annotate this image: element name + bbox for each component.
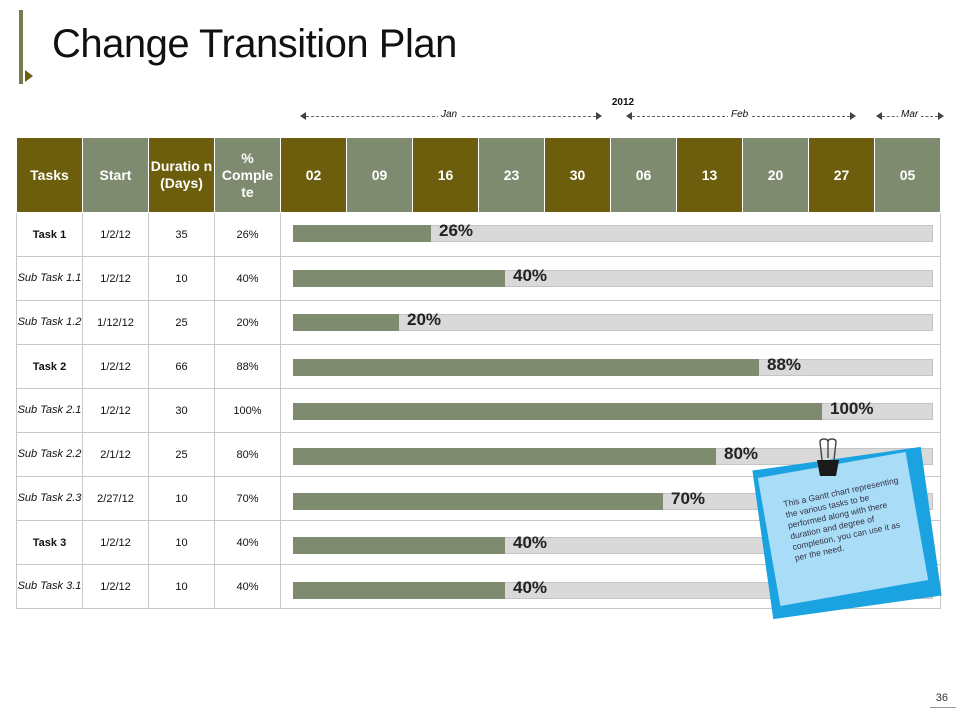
start-cell: 2/27/12 (82, 476, 149, 521)
duration-cell: 10 (148, 256, 215, 301)
start-cell: 1/2/12 (82, 388, 149, 433)
progress-bar (293, 225, 431, 242)
header-tasks: Tasks (16, 137, 83, 213)
arrow-right-icon (850, 112, 856, 120)
task-name-cell: Task 1 (16, 212, 83, 257)
complete-cell: 40% (214, 256, 281, 301)
duration-cell: 25 (148, 300, 215, 345)
title-arrow-icon (25, 70, 33, 82)
title-accent-bar (19, 10, 23, 84)
start-cell: 1/2/12 (82, 212, 149, 257)
duration-cell: 10 (148, 564, 215, 609)
table-row: Task 1 1/2/12 35 26% (16, 212, 941, 257)
duration-cell: 25 (148, 432, 215, 477)
duration-cell: 30 (148, 388, 215, 433)
task-name-cell: Task 3 (16, 520, 83, 565)
progress-bar (293, 492, 663, 510)
header-week: 23 (478, 137, 545, 213)
data-label: 88% (767, 354, 802, 374)
timeline-month-feb: Feb (626, 106, 856, 126)
header-week: 02 (280, 137, 347, 213)
progress-bar (293, 358, 759, 376)
task-name-cell: Sub Task 1.2 (16, 300, 83, 345)
progress-bar (293, 581, 505, 599)
header-week: 16 (412, 137, 479, 213)
complete-cell: 100% (214, 388, 281, 433)
progress-bar (293, 403, 822, 421)
duration-cell: 10 (148, 520, 215, 565)
task-name-cell: Sub Task 3.1 (16, 564, 83, 609)
timeline-year: 2012 (611, 97, 635, 108)
start-cell: 1/2/12 (82, 256, 149, 301)
data-label: 40% (513, 577, 548, 597)
sticky-note: This a Gantt chart representing the vari… (752, 438, 942, 620)
task-name-cell: Sub Task 2.3 (16, 476, 83, 521)
task-name-cell: Sub Task 2.2 (16, 432, 83, 477)
duration-cell: 66 (148, 344, 215, 389)
header-start: Start (82, 137, 149, 213)
complete-cell: 70% (214, 476, 281, 521)
binder-clip-icon (817, 438, 839, 476)
page-number-rule (930, 707, 956, 708)
header-duration: Duratio n (Days) (148, 137, 215, 213)
task-name-cell: Sub Task 2.1 (16, 388, 83, 433)
arrow-right-icon (938, 112, 944, 120)
start-cell: 1/2/12 (82, 344, 149, 389)
complete-cell: 40% (214, 564, 281, 609)
arrow-left-icon (876, 112, 882, 120)
data-label: 26% (439, 221, 474, 240)
header-week: 20 (742, 137, 809, 213)
header-week: 30 (544, 137, 611, 213)
duration-cell: 10 (148, 476, 215, 521)
timeline-month-jan: Jan (300, 106, 602, 126)
start-cell: 1/12/12 (82, 300, 149, 345)
header-week: 27 (808, 137, 875, 213)
month-label: Feb (728, 109, 752, 120)
page-number: 36 (935, 692, 948, 704)
arrow-right-icon (596, 112, 602, 120)
data-label: 40% (513, 265, 548, 285)
timeline-month-mar: Mar (876, 106, 944, 126)
arrow-left-icon (300, 112, 306, 120)
complete-cell: 26% (214, 212, 281, 257)
progress-bar (293, 314, 399, 332)
header-week: 06 (610, 137, 677, 213)
data-label: 100% (830, 399, 874, 419)
header-week: 05 (874, 137, 941, 213)
task-name-cell: Sub Task 1.1 (16, 256, 83, 301)
arrow-left-icon (626, 112, 632, 120)
complete-cell: 80% (214, 432, 281, 477)
header-week: 13 (676, 137, 743, 213)
progress-bar (293, 448, 716, 465)
task-name-cell: Task 2 (16, 344, 83, 389)
complete-cell: 20% (214, 300, 281, 345)
month-label: Mar (898, 109, 922, 120)
header-complete: % Comple te (214, 137, 281, 213)
start-cell: 2/1/12 (82, 432, 149, 477)
data-label: 80% (724, 444, 759, 463)
data-label: 20% (407, 310, 442, 330)
start-cell: 1/2/12 (82, 564, 149, 609)
start-cell: 1/2/12 (82, 520, 149, 565)
progress-bar (293, 269, 505, 287)
complete-cell: 40% (214, 520, 281, 565)
data-label: 40% (513, 533, 548, 553)
progress-bar (293, 537, 505, 555)
data-label: 70% (671, 488, 706, 508)
duration-cell: 35 (148, 212, 215, 257)
complete-cell: 88% (214, 344, 281, 389)
slide-title: Change Transition Plan (52, 22, 457, 66)
header-week: 09 (346, 137, 413, 213)
month-label: Jan (438, 109, 461, 120)
